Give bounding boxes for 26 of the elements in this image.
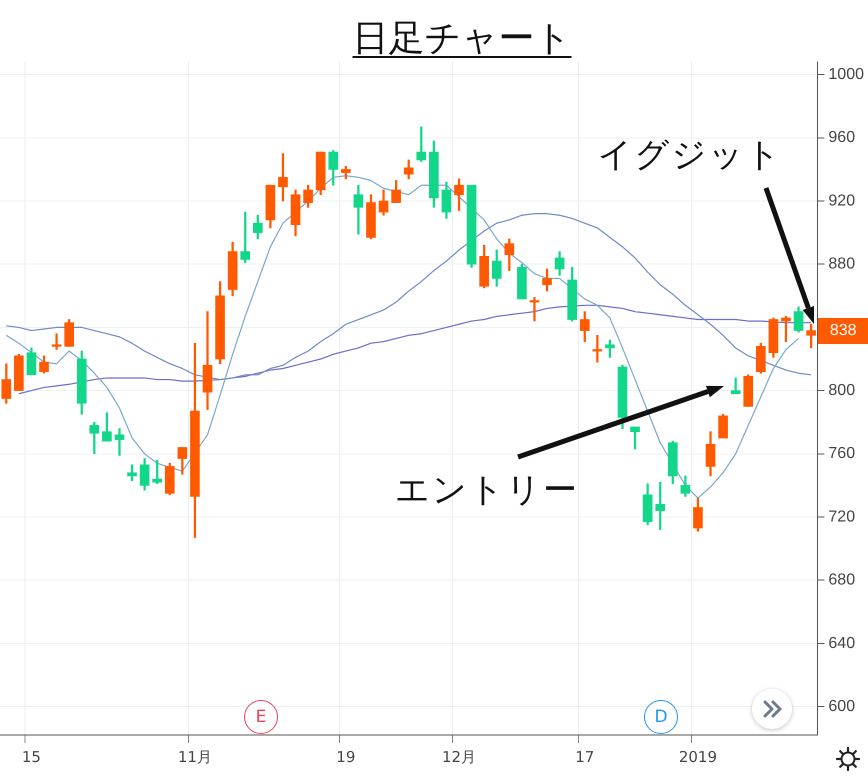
y-tick-label: 920: [828, 192, 856, 210]
annotation: イグジット: [598, 134, 782, 177]
chart-title: 日足チャート: [352, 17, 572, 61]
circle-badge: E: [244, 700, 278, 734]
y-tick-label: 720: [828, 508, 856, 526]
annotation: エントリー: [395, 469, 579, 512]
x-tick-label: 12月: [442, 748, 476, 766]
y-tick-label: 760: [828, 445, 856, 462]
y-tick-label: 640: [828, 634, 856, 652]
candlestick: [152, 460, 162, 484]
y-tick-label: 1000: [828, 66, 864, 84]
text: 838: [818, 318, 868, 344]
x-tick-label: 19: [336, 748, 356, 766]
y-tick-label: 880: [828, 256, 856, 273]
y-tick-label: 680: [828, 572, 856, 589]
candlestick: [592, 334, 602, 362]
y-tick-label: 800: [828, 382, 856, 400]
candlestick: [240, 212, 250, 263]
x-tick-label: 11月: [178, 748, 212, 766]
x-tick-label: 2019: [678, 748, 718, 766]
x-tick-label: 17: [575, 748, 594, 766]
y-tick-label: 960: [828, 129, 856, 146]
candlestick: [655, 482, 666, 530]
circle-badge: D: [644, 700, 678, 734]
y-tick-label: 600: [828, 698, 856, 715]
x-tick-label: 15: [22, 748, 41, 766]
